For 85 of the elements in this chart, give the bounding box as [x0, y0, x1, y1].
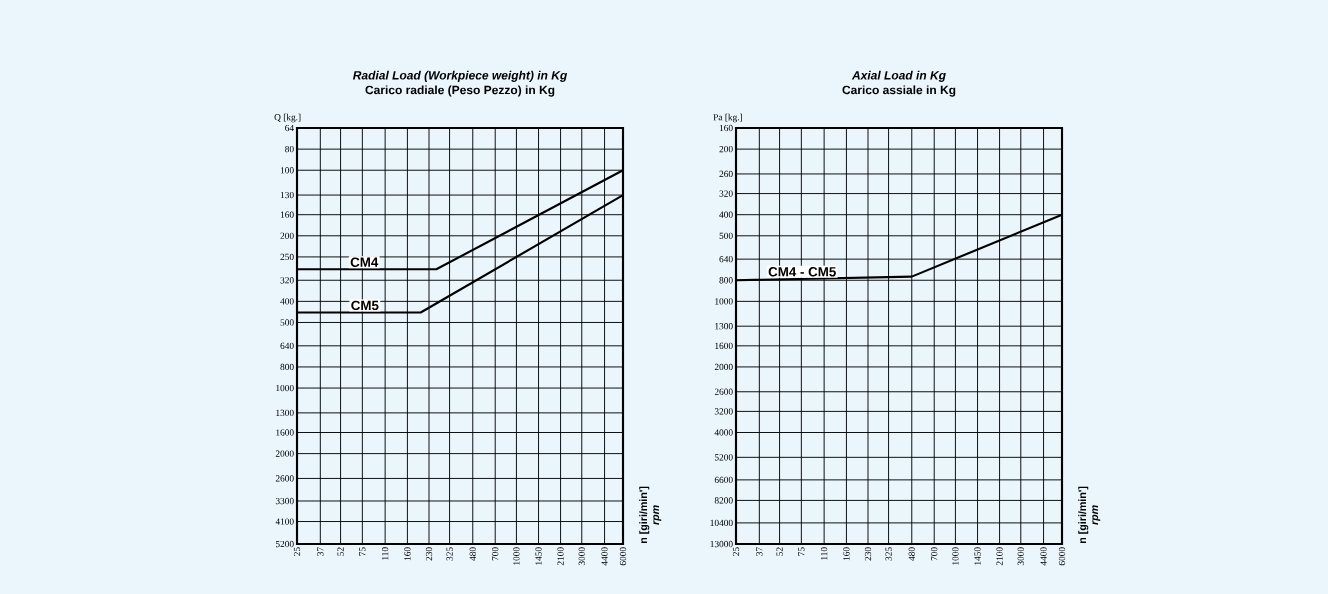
x-tick-label: 700 — [492, 547, 499, 561]
y-tick-label: 5200 — [714, 454, 733, 461]
series-label: CM4 - CM5 — [768, 267, 836, 277]
y-tick-label: 640 — [280, 342, 294, 349]
x-tick-label: 75 — [798, 547, 805, 556]
x-tick-label: 3000 — [1017, 547, 1024, 566]
chart-subtitle: Carico assiale in Kg — [842, 85, 956, 97]
y-tick-label: 13000 — [710, 540, 733, 548]
x-tick-label: 75 — [359, 547, 366, 556]
chart-title: Radial Load (Workpiece weight) in Kg — [352, 70, 568, 82]
y-tick-label: 400 — [280, 298, 294, 305]
x-tick-label: 4400 — [601, 547, 608, 566]
x-tick-label: 6000 — [619, 547, 627, 566]
y-tick-label: 1300 — [715, 323, 733, 330]
y-tick-label: 6600 — [714, 476, 733, 484]
y-tick-label: 200 — [719, 145, 733, 153]
y-tick-label: 160 — [280, 211, 294, 218]
text: n [giri/min'] — [639, 486, 650, 544]
x-tick-label: 1000 — [513, 547, 520, 565]
x-tick-label: 700 — [931, 547, 938, 561]
y-axis-title: Q [kg.] — [274, 113, 301, 123]
x-tick-label: 52 — [337, 547, 344, 556]
x-tick-label: 2100 — [557, 547, 564, 566]
x-tick-label: 37 — [756, 547, 763, 556]
x-tick-label: 52 — [776, 547, 783, 556]
x-tick-label: 160 — [404, 547, 411, 561]
y-tick-label: 320 — [280, 277, 294, 284]
x-tick-label: 325 — [446, 547, 453, 561]
x-tick-label: 1000 — [952, 547, 959, 565]
y-tick-label: 3200 — [714, 408, 733, 415]
y-tick-label: 200 — [280, 232, 294, 239]
y-tick-label: 1300 — [276, 409, 294, 417]
y-tick-label: 2000 — [275, 450, 294, 457]
chart-title: Axial Load in Kg — [851, 70, 946, 82]
x-tick-label: 6000 — [1058, 547, 1066, 566]
x-tick-label: 325 — [885, 547, 892, 561]
x-tick-label: 2100 — [996, 547, 1003, 566]
y-tick-label: 3300 — [275, 497, 294, 505]
y-tick-label: 800 — [719, 277, 733, 284]
x-tick-label: 110 — [381, 547, 389, 560]
x-tick-label: 4400 — [1040, 547, 1047, 566]
x-tick-label: 480 — [908, 547, 915, 561]
y-tick-label: 500 — [719, 232, 733, 239]
x-tick-label: 480 — [469, 547, 476, 561]
y-tick-label: 2600 — [714, 388, 733, 395]
series-label: CM5 — [351, 300, 379, 311]
y-tick-label: 1600 — [276, 429, 294, 436]
y-tick-label: 800 — [280, 363, 294, 371]
y-tick-label: 260 — [719, 170, 733, 178]
chart-subtitle: Carico radiale (Peso Pezzo) in Kg — [365, 85, 555, 97]
y-tick-label: 640 — [719, 255, 733, 263]
x-tick-label: 110 — [820, 547, 828, 560]
y-tick-label: 160 — [719, 124, 733, 132]
y-tick-label: 500 — [280, 319, 294, 326]
y-tick-label: 4000 — [714, 429, 733, 436]
y-tick-label: 130 — [280, 191, 294, 199]
text: rpm — [653, 505, 662, 525]
y-tick-label: 1000 — [276, 384, 294, 392]
y-tick-label: 5200 — [275, 540, 294, 548]
text: n [giri/min'] — [1078, 486, 1089, 544]
x-tick-label: 25 — [732, 547, 740, 556]
text: rpm — [1092, 505, 1101, 525]
y-tick-label: 1600 — [715, 342, 733, 349]
y-tick-label: 250 — [280, 253, 294, 261]
y-tick-label: 400 — [719, 211, 733, 218]
y-tick-label: 2600 — [275, 475, 294, 482]
x-tick-label: 1450 — [974, 547, 981, 565]
y-tick-label: 64 — [285, 124, 294, 132]
y-tick-label: 4100 — [275, 518, 294, 525]
x-tick-label: 25 — [293, 547, 301, 556]
y-axis-title: Pa [kg.] — [713, 113, 742, 123]
y-tick-label: 10400 — [710, 519, 733, 527]
x-tick-label: 160 — [843, 547, 850, 561]
x-tick-label: 230 — [864, 547, 872, 561]
y-tick-label: 1000 — [715, 298, 733, 305]
x-tick-label: 37 — [317, 547, 324, 556]
x-tick-label: 230 — [425, 547, 433, 561]
y-tick-label: 8200 — [714, 497, 733, 504]
y-tick-label: 80 — [285, 145, 294, 153]
x-tick-label: 3000 — [578, 547, 585, 566]
series-label: CM4 — [350, 257, 379, 267]
x-tick-label: 1450 — [535, 547, 542, 565]
y-tick-label: 100 — [280, 167, 294, 174]
y-tick-label: 2000 — [714, 363, 733, 371]
y-tick-label: 320 — [719, 190, 733, 197]
